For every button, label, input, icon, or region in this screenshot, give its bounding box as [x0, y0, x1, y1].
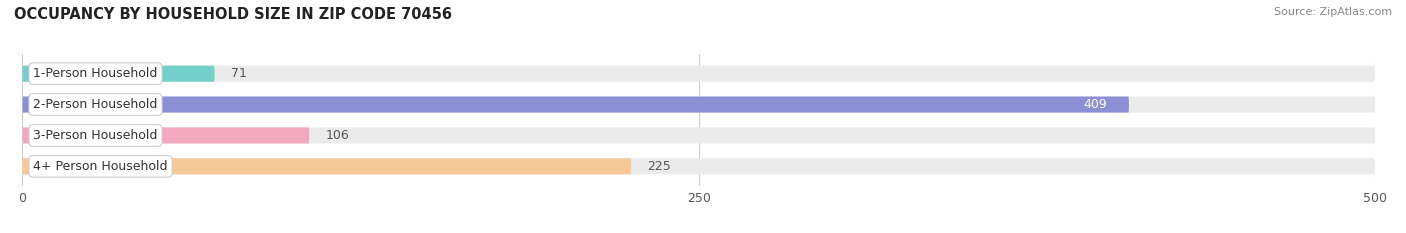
Text: 409: 409 — [1084, 98, 1108, 111]
FancyBboxPatch shape — [22, 127, 309, 144]
Text: 3-Person Household: 3-Person Household — [34, 129, 157, 142]
FancyBboxPatch shape — [22, 158, 631, 174]
Text: 4+ Person Household: 4+ Person Household — [34, 160, 167, 173]
Text: 2-Person Household: 2-Person Household — [34, 98, 157, 111]
FancyBboxPatch shape — [22, 96, 1129, 113]
Text: Source: ZipAtlas.com: Source: ZipAtlas.com — [1274, 7, 1392, 17]
Text: 71: 71 — [231, 67, 246, 80]
Text: OCCUPANCY BY HOUSEHOLD SIZE IN ZIP CODE 70456: OCCUPANCY BY HOUSEHOLD SIZE IN ZIP CODE … — [14, 7, 453, 22]
Text: 106: 106 — [325, 129, 349, 142]
FancyBboxPatch shape — [22, 158, 1375, 174]
Text: 1-Person Household: 1-Person Household — [34, 67, 157, 80]
FancyBboxPatch shape — [22, 127, 1375, 144]
FancyBboxPatch shape — [22, 66, 1375, 82]
FancyBboxPatch shape — [22, 66, 215, 82]
FancyBboxPatch shape — [22, 96, 1375, 113]
Text: 225: 225 — [647, 160, 671, 173]
